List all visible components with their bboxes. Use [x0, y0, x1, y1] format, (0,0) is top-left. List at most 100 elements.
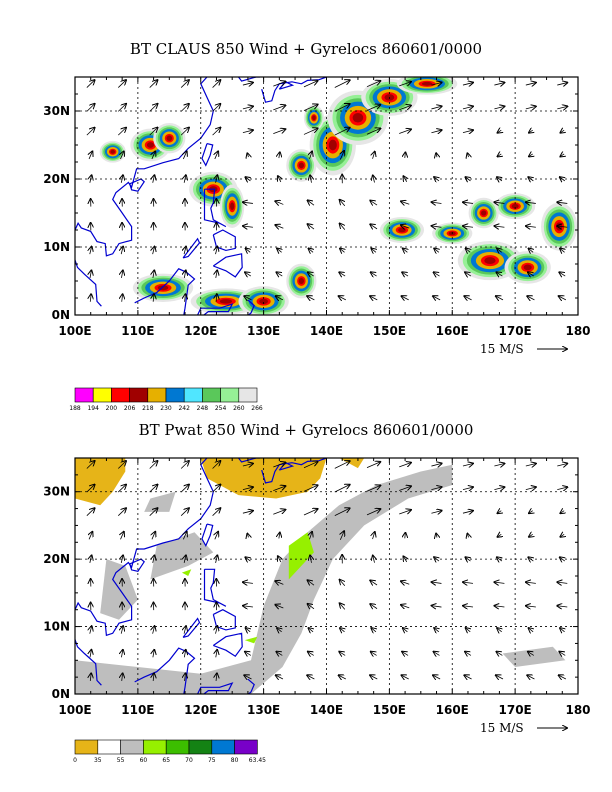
wind-vector [525, 487, 536, 490]
wind-vector [279, 152, 280, 159]
wind-vector [529, 249, 534, 253]
panel2-title: BT Pwat 850 Wind + Gyrelocs 860601/0000 [138, 421, 474, 439]
cloud-contour [298, 277, 304, 285]
colorbar-label: 80 [231, 757, 239, 764]
wind-vector [401, 225, 410, 228]
cloud-contour [328, 139, 337, 151]
wind-vector [90, 270, 91, 279]
wind-vector [216, 626, 218, 634]
wind-vector [90, 650, 91, 658]
wind-vector [334, 508, 350, 516]
colorbar-swatch [220, 387, 240, 403]
wind-vector [496, 675, 504, 679]
wind-vector [242, 106, 253, 109]
coastline [212, 632, 243, 658]
wind-vector [526, 606, 536, 607]
wind-vector [557, 582, 568, 583]
lon-label: 180 [565, 324, 590, 338]
wind-vector [216, 294, 217, 302]
wind-vector [246, 249, 251, 253]
wind-vector [180, 461, 189, 469]
pwat-contour [288, 532, 314, 580]
lon-label: 140E [310, 703, 343, 717]
wind-vector [278, 176, 281, 183]
wind-vector [340, 531, 344, 541]
wind-vector [303, 509, 318, 516]
colorbar-swatch [92, 387, 112, 403]
wind-vector [497, 628, 502, 632]
lon-label: 110E [121, 324, 154, 338]
lon-label: 120E [184, 703, 217, 717]
lon-label: 120E [184, 324, 217, 338]
pwat-contour [502, 646, 566, 667]
lon-label: 150E [373, 324, 406, 338]
colorbar-label: 63.45 [249, 757, 266, 764]
wind-vector [557, 106, 567, 109]
wind-vector [212, 508, 221, 516]
wind-vector [431, 487, 441, 490]
wind-vector [89, 532, 92, 540]
wind-vector [431, 106, 441, 109]
lat-label: 20N [43, 172, 70, 186]
wind-vector [467, 153, 468, 157]
wind-vector [184, 650, 185, 658]
colorbar-swatch [129, 387, 149, 403]
wind-vector [494, 606, 505, 607]
wind-vector [496, 296, 504, 300]
wind-vector [118, 508, 126, 516]
wind-vector [184, 175, 186, 183]
wind-vector [273, 510, 285, 515]
wind-vector [560, 628, 565, 632]
colorbar-label: 248 [197, 405, 209, 412]
wind-vector [309, 249, 314, 253]
colorbar-label: 254 [215, 405, 227, 412]
wind-vector [526, 202, 536, 203]
lon-label: 170E [499, 703, 532, 717]
wind-vector [242, 83, 253, 86]
wind-vector [340, 151, 344, 160]
wind-vector [433, 296, 441, 300]
wind-vector [149, 485, 158, 493]
wind-vector [273, 105, 285, 111]
wind-vector [90, 673, 91, 681]
pwat-contour [181, 569, 192, 576]
wind-vector [180, 104, 189, 112]
cloud-contour [219, 299, 233, 304]
wind-vector [184, 555, 186, 563]
wind-vector [277, 628, 282, 632]
wind-vector [402, 652, 409, 656]
panel1-map: 0N 10N 20N 30N 100E 110E 120E 130E 140E 150E 160E 1… [43, 76, 591, 412]
lon-label: 160E [436, 703, 469, 717]
cloud-contour [110, 149, 116, 154]
wind-vector [462, 130, 473, 133]
wind-vector [559, 296, 567, 300]
wind-vector [465, 272, 472, 276]
vector-scale-label: 15 M/S [480, 342, 524, 356]
map-content [75, 77, 578, 315]
wind-vector [498, 154, 502, 157]
wind-vector [431, 82, 441, 85]
wind-vector [180, 128, 189, 136]
wind-vector [216, 555, 218, 563]
wind-vector [183, 532, 186, 540]
wind-vector [371, 272, 377, 276]
wind-vector [180, 80, 189, 88]
wind-vector [494, 487, 504, 490]
wind-vector [278, 556, 281, 563]
wind-vector [307, 675, 315, 679]
wind-vector [462, 487, 473, 490]
wind-vector [245, 272, 252, 276]
wind-vector [340, 200, 345, 207]
wind-vector [434, 628, 439, 632]
wind-vector [153, 555, 155, 563]
wind-vector [121, 626, 123, 634]
wind-vector [185, 294, 186, 302]
wind-vector [371, 628, 376, 632]
wind-vector [276, 272, 283, 276]
wind-vector [434, 272, 440, 276]
cloud-contour [298, 162, 304, 169]
lon-label: 180 [565, 703, 590, 717]
wind-vector [559, 675, 567, 679]
wind-vector [246, 628, 251, 632]
lat-label: 30N [43, 104, 70, 118]
